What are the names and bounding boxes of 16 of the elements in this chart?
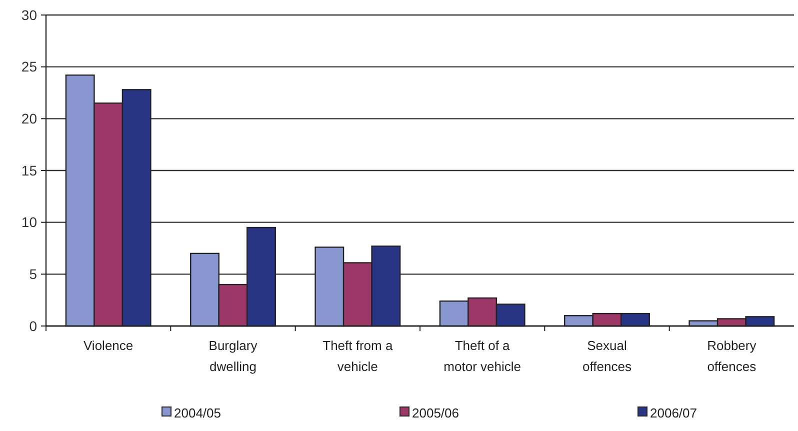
x-tick-label: Burglary dwelling: [208, 338, 258, 374]
x-tick-label: Theft from a vehicle: [322, 338, 394, 374]
legend-label: 2004/05: [174, 406, 221, 421]
legend-label: 2005/06: [412, 406, 459, 421]
x-tick-label: Sexual offences: [582, 338, 632, 374]
y-tick-label: 15: [21, 162, 38, 178]
y-tick-label: 10: [21, 214, 38, 230]
legend-label: 2006/07: [650, 406, 697, 421]
y-tick-label: 25: [21, 58, 38, 75]
y-tick-label: 0: [29, 318, 38, 334]
x-tick-label: Violence: [84, 338, 134, 353]
y-tick-label: 5: [29, 266, 38, 282]
x-tick-label: Theft of a motor vehicle: [444, 338, 521, 374]
y-tick-label: 30: [21, 6, 38, 23]
x-tick-label: Robbery offences: [707, 338, 757, 374]
y-tick-label: 20: [21, 110, 38, 127]
